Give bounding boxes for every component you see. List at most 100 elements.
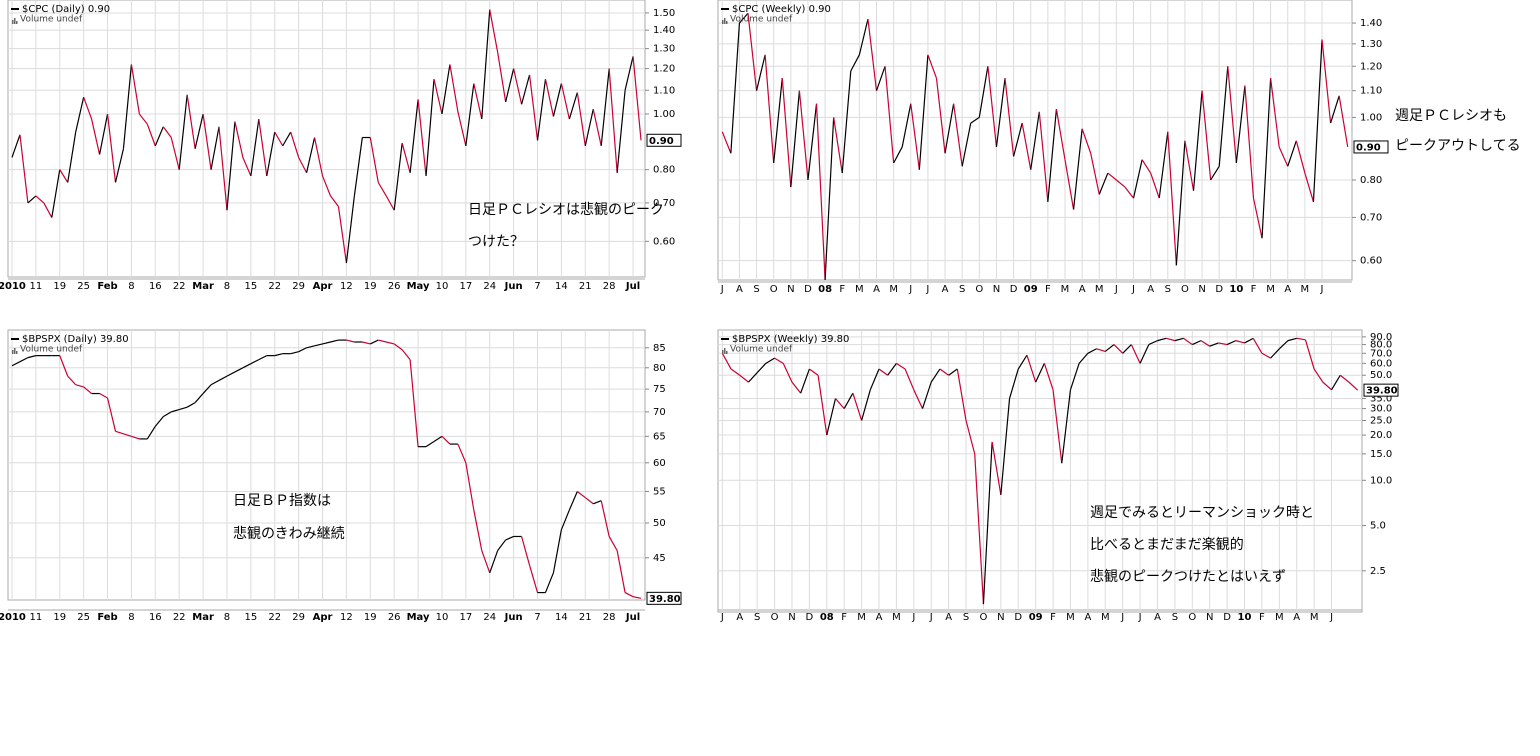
line-segment bbox=[393, 142, 403, 211]
line-segment bbox=[234, 367, 244, 373]
line-segment bbox=[887, 362, 897, 376]
x-tick-label: A bbox=[873, 284, 880, 295]
line-segment bbox=[1098, 172, 1109, 195]
line-segment bbox=[282, 131, 292, 147]
x-tick-label: D bbox=[1223, 612, 1231, 623]
x-tick-label: S bbox=[1165, 284, 1171, 295]
volume-label: Volume undef bbox=[730, 15, 793, 25]
x-tick-label: 10 bbox=[436, 281, 449, 292]
line-segment bbox=[835, 398, 845, 409]
line-segment bbox=[115, 430, 124, 435]
line-segment bbox=[106, 113, 117, 183]
line-segment bbox=[162, 126, 172, 138]
x-tick-label: A bbox=[1154, 612, 1161, 623]
line-segment bbox=[59, 169, 69, 183]
x-tick-label: A bbox=[942, 284, 949, 295]
line-segment bbox=[1261, 352, 1271, 359]
x-tick-label: Feb bbox=[97, 281, 117, 292]
chart-panel: 2.5 5.0 10.0 15.0 20.0 25.030.035.0 50.060.070… bbox=[717, 329, 1399, 623]
x-tick-label: Apr bbox=[313, 281, 333, 292]
x-tick-label: 17 bbox=[459, 612, 472, 623]
line-segment bbox=[306, 345, 315, 349]
x-tick-label: 8 bbox=[224, 612, 230, 623]
line-segment bbox=[896, 362, 906, 370]
y-tick-label: 1.40 bbox=[1360, 18, 1382, 29]
line-segment bbox=[930, 368, 941, 383]
line-segment bbox=[1235, 340, 1245, 344]
x-tick-label: 16 bbox=[149, 612, 162, 623]
x-tick-label: J bbox=[1138, 612, 1142, 623]
line-segment bbox=[861, 389, 871, 421]
y-tick-label: 60 bbox=[653, 458, 666, 469]
x-tick-label: 19 bbox=[364, 612, 377, 623]
y-tick-label: 1.00 bbox=[653, 109, 675, 120]
line-segment bbox=[497, 52, 507, 102]
line-segment bbox=[505, 68, 515, 102]
line-segment bbox=[1192, 90, 1203, 191]
x-tick-label: 22 bbox=[173, 281, 186, 292]
line-segment bbox=[27, 355, 37, 359]
line-segment bbox=[298, 347, 307, 353]
x-tick-label: O bbox=[975, 284, 983, 295]
x-tick-label: A bbox=[736, 284, 743, 295]
y-tick-label: 45 bbox=[653, 553, 666, 564]
line-segment bbox=[774, 357, 784, 364]
line-segment bbox=[1330, 95, 1340, 124]
line-segment bbox=[186, 402, 196, 408]
line-segment bbox=[608, 536, 618, 551]
line-segment bbox=[1322, 381, 1332, 391]
line-segment bbox=[481, 9, 491, 120]
line-segment bbox=[1081, 128, 1092, 154]
line-segment bbox=[875, 66, 886, 91]
line-segment bbox=[1201, 90, 1212, 181]
line-segment bbox=[473, 509, 483, 551]
line-segment bbox=[1087, 348, 1097, 354]
x-tick-label: 09 bbox=[1029, 612, 1043, 623]
line-segment bbox=[1287, 337, 1297, 342]
line-segment bbox=[1017, 354, 1028, 370]
line-segment bbox=[867, 19, 878, 91]
line-segment bbox=[921, 381, 932, 409]
line-segment bbox=[913, 389, 924, 409]
line-segment bbox=[843, 392, 854, 409]
x-tick-label: Mar bbox=[192, 281, 214, 292]
line-segment bbox=[568, 491, 578, 511]
line-segment bbox=[624, 592, 634, 598]
line-segment bbox=[441, 435, 451, 445]
current-value-box bbox=[646, 133, 682, 147]
line-segment bbox=[19, 357, 29, 363]
line-segment bbox=[528, 565, 539, 593]
current-value-label: 39.80 bbox=[649, 594, 681, 605]
y-tick-label: 20.0 bbox=[1370, 430, 1392, 441]
y-tick-label: 30.0 bbox=[1370, 404, 1392, 415]
line-segment bbox=[552, 83, 562, 117]
line-segment bbox=[1218, 66, 1229, 167]
x-tick-label: 21 bbox=[579, 281, 592, 292]
x-tick-label: Mar bbox=[192, 612, 214, 623]
current-value-box bbox=[1363, 383, 1399, 397]
line-segment bbox=[274, 353, 283, 357]
x-tick-label: A bbox=[945, 612, 952, 623]
x-tick-label: Jul bbox=[625, 612, 640, 623]
y-tick-label: 2.5 bbox=[1370, 566, 1386, 577]
x-tick-label: A bbox=[1293, 612, 1300, 623]
line-segment bbox=[765, 357, 775, 364]
line-segment bbox=[893, 146, 903, 164]
annotation: 週足でみるとリーマンショック時と bbox=[1090, 505, 1314, 521]
x-tick-label: O bbox=[771, 612, 779, 623]
line-segment bbox=[202, 113, 212, 170]
line-segment bbox=[1200, 340, 1211, 347]
x-tick-label: 22 bbox=[268, 612, 281, 623]
x-tick-label: J bbox=[1131, 284, 1135, 295]
x-tick-label: F bbox=[1251, 284, 1257, 295]
x-tick-label: May bbox=[407, 281, 430, 292]
x-tick-label: M bbox=[1310, 612, 1319, 623]
line-segment bbox=[330, 339, 339, 343]
line-segment bbox=[798, 90, 809, 181]
y-tick-label: 1.20 bbox=[1360, 61, 1382, 72]
line-segment bbox=[378, 339, 387, 343]
line-segment bbox=[1148, 340, 1158, 346]
line-segment bbox=[1339, 374, 1350, 383]
x-tick-label: 24 bbox=[483, 281, 496, 292]
x-tick-label: 11 bbox=[30, 612, 43, 623]
